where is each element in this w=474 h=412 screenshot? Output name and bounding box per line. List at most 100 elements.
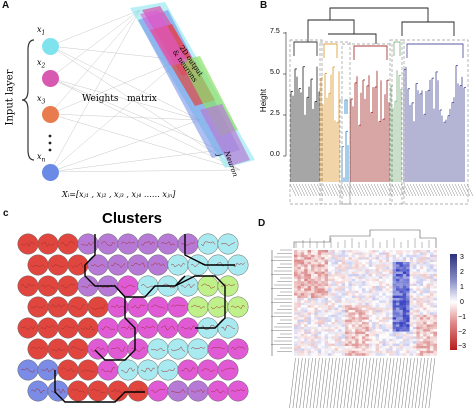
heatmap-cell (423, 310, 427, 313)
heatmap-cell (311, 262, 315, 265)
heatmap-cell (355, 300, 359, 303)
heatmap-cell (294, 348, 298, 351)
heatmap-cell (433, 274, 437, 277)
heatmap-cell (409, 346, 414, 349)
heatmap-cell (389, 334, 393, 337)
som-node-codebook (70, 262, 86, 268)
heatmap-cell (396, 288, 400, 291)
column-label (306, 357, 313, 409)
heatmap-cell (294, 319, 298, 323)
heatmap-cell (294, 254, 298, 258)
heatmap-cell (351, 307, 356, 311)
heatmap-cell (368, 322, 373, 325)
leaf-label (436, 183, 444, 197)
heatmap-cell (392, 324, 397, 327)
heatmap-cell (321, 307, 325, 311)
column-label (398, 357, 405, 409)
leaf-label (409, 183, 417, 197)
heatmap-cell (423, 252, 427, 255)
heatmap-cell (372, 305, 376, 308)
heatmap-cell (372, 271, 376, 275)
heatmap-cell (423, 300, 427, 303)
heatmap-cell (358, 307, 363, 311)
heatmap-cell (379, 350, 383, 354)
heatmap-cell (375, 331, 380, 335)
heatmap-cell (314, 322, 318, 325)
heatmap-cell (355, 257, 359, 260)
column-label (418, 357, 425, 409)
heatmap-cell (355, 266, 359, 270)
heatmap-cell (324, 271, 329, 275)
heatmap-cell (317, 300, 322, 303)
heatmap-cell (351, 331, 356, 335)
heatmap-cell (372, 254, 376, 258)
heatmap-cell (423, 290, 427, 294)
heatmap-cell (423, 336, 427, 339)
som-node-codebook (130, 347, 146, 352)
heatmap-cell (334, 348, 339, 351)
heatmap-cell (375, 326, 380, 330)
som-node (47, 380, 69, 402)
heatmap-cell (314, 307, 318, 311)
heatmap-cell (362, 329, 366, 332)
heatmap-cell (385, 252, 390, 255)
som-node-codebook (170, 388, 186, 393)
heatmap-cell (396, 283, 400, 287)
leaf-label (400, 183, 408, 197)
heatmap-cell (317, 329, 322, 332)
heatmap-cell (399, 319, 403, 323)
heatmap-cell (409, 329, 414, 332)
som-node-codebook (190, 304, 206, 309)
heatmap-cell (317, 348, 322, 351)
heatmap-cell (304, 271, 308, 275)
heatmap-cell (423, 283, 427, 287)
heatmap-cell (409, 269, 414, 272)
heatmap-cell (365, 319, 369, 323)
heatmap-cell (355, 322, 359, 325)
heatmap-cell (368, 281, 373, 284)
heatmap-cell (416, 252, 420, 255)
heatmap-cell (317, 254, 322, 258)
heatmap-cell (321, 281, 325, 284)
heatmap-cell (426, 348, 431, 351)
heatmap-cell (314, 293, 318, 296)
heatmap-cell (399, 346, 403, 349)
leaf-label (454, 183, 462, 197)
heatmap-cell (324, 300, 329, 303)
heatmap-cell (409, 331, 414, 335)
heatmap-cell (385, 312, 390, 315)
heatmap-cell (382, 343, 386, 347)
heatmap-cell (416, 264, 420, 267)
heatmap-cell (348, 350, 352, 354)
heatmap-cell (351, 259, 356, 263)
heatmap-cell (385, 300, 390, 303)
heatmap-cell (433, 278, 437, 282)
heatmap-cell (375, 266, 380, 270)
heatmap-cell (338, 281, 342, 284)
heatmap-cell (334, 264, 339, 267)
heatmap-cell (392, 336, 397, 339)
heatmap-cell (311, 302, 315, 306)
heatmap-cell (311, 312, 315, 315)
heatmap-cell (345, 302, 349, 306)
heatmap-cell (419, 338, 424, 342)
heatmap-cell (430, 305, 434, 308)
heatmap-cell (348, 290, 352, 294)
column-label (425, 357, 432, 409)
heatmap-cell (311, 288, 315, 291)
heatmap-cell (334, 312, 339, 315)
heatmap-cell (392, 295, 397, 299)
heatmap-cell (372, 259, 376, 263)
heatmap-cell (419, 343, 424, 347)
heatmap-cell (365, 324, 369, 327)
leaf-label (442, 183, 450, 197)
heatmap-cell (413, 334, 417, 337)
heatmap-cell (324, 353, 329, 356)
heatmap-cell (413, 288, 417, 291)
heatmap-cell (365, 322, 369, 325)
heatmap-cell (304, 278, 308, 282)
heatmap-cell (311, 350, 315, 354)
heatmap-cell (338, 324, 342, 327)
heatmap-cell (379, 326, 383, 330)
heatmap-cell (300, 293, 305, 296)
